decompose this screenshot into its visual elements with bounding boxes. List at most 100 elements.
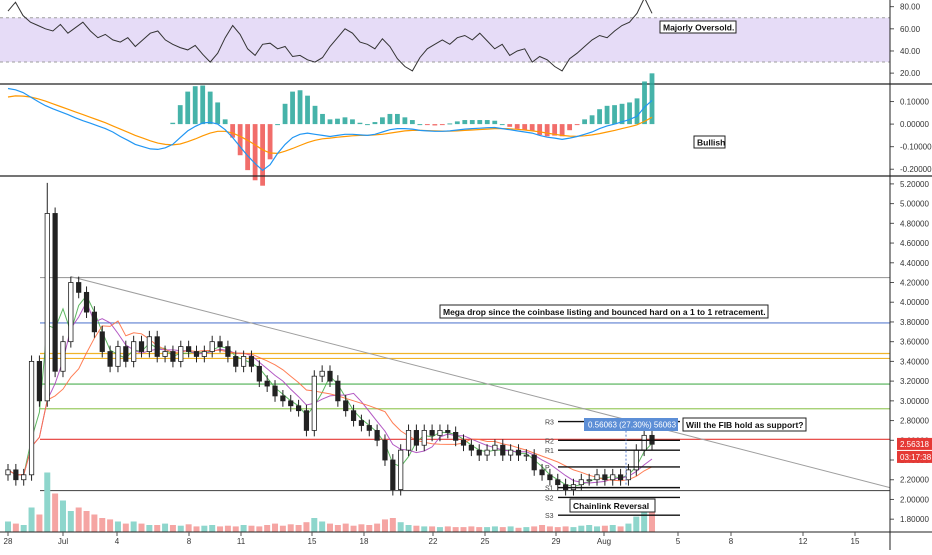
candle-body (5, 469, 11, 476)
x-tick-label: 18 (360, 537, 369, 546)
x-tick-label: 15 (851, 537, 860, 546)
volume-bar (429, 526, 436, 532)
candle-body (83, 291, 90, 313)
volume-bar (201, 525, 208, 532)
macd-hist-bar (439, 124, 445, 126)
candle-body (508, 449, 514, 456)
volume-bar (539, 525, 546, 532)
macd-hist-bar (200, 85, 206, 125)
volume-bar (562, 526, 569, 532)
candle-body (586, 479, 592, 482)
volume-bar (601, 525, 608, 532)
volume-bar (44, 472, 51, 532)
macd-ytick-label: -0.20000 (900, 165, 932, 174)
annotation-mega-drop: Mega drop since the coinbase listing and… (443, 307, 766, 317)
candle-body (146, 336, 152, 352)
macd-hist-bar (342, 117, 348, 125)
macd-hist-bar (290, 91, 295, 125)
macd-hist-bar (604, 105, 610, 125)
macd-hist-bar (492, 120, 498, 125)
volume-bar (397, 522, 404, 532)
volume-bar (5, 521, 11, 532)
volume-bar (177, 525, 184, 532)
macd-hist-bar (305, 95, 310, 125)
volume-bar (484, 527, 491, 532)
candle-body (233, 356, 239, 367)
volume-bar (413, 525, 420, 532)
macd-hist-bar (477, 120, 483, 125)
candle-body (468, 444, 474, 451)
macd-hist-bar (215, 102, 221, 125)
price-ytick-label: 2.00000 (900, 495, 929, 504)
macd-hist-bar (484, 120, 490, 125)
macd-hist-bar (454, 121, 460, 125)
rsi-band (0, 17, 890, 63)
candle-body (44, 213, 50, 402)
candle-body (288, 400, 294, 407)
volume-bar (594, 526, 601, 532)
candle-body (264, 380, 270, 387)
volume-bar (491, 526, 498, 532)
candle-body (303, 410, 310, 431)
volume-bar (319, 521, 326, 532)
macd-hist-bar (634, 98, 640, 125)
rsi-ytick-label: 20.00 (900, 69, 921, 78)
measure-label-box (584, 418, 678, 431)
volume-bar (122, 523, 129, 532)
x-tick-label: 5 (676, 537, 681, 546)
volume-bar (444, 526, 451, 532)
macd-hist-bar (282, 103, 288, 125)
candle-body (555, 479, 561, 486)
macd-hist-bar (552, 124, 558, 136)
volume-bar (248, 525, 255, 532)
macd-hist-bar (297, 90, 303, 125)
macd-hist-bar (582, 119, 588, 125)
volume-bar (185, 524, 192, 532)
macd-signal-line (7, 95, 653, 155)
volume-bar (209, 525, 216, 532)
ma-slow-line (7, 320, 653, 482)
candle-body (13, 469, 19, 481)
volume-bar (436, 527, 443, 532)
macd-hist-bar (514, 124, 520, 129)
macd-hist-bar (417, 124, 423, 126)
candle-body (445, 430, 451, 433)
volume-bar (67, 511, 74, 532)
volume-bar (452, 527, 459, 532)
candle-body (476, 449, 482, 456)
macd-hist-bar (365, 124, 370, 126)
macd-hist-bar (447, 123, 453, 125)
volume-bar (633, 516, 640, 532)
candle-body (241, 356, 247, 367)
volume-bar (468, 526, 475, 532)
pivot-label: S2 (545, 495, 554, 502)
x-tick-label: 29 (552, 537, 561, 546)
volume-bar (578, 525, 585, 532)
price-ytick-label: 2.80000 (900, 417, 929, 426)
pivot-label: P (545, 465, 550, 472)
macd-hist-bar (529, 124, 535, 131)
candle-body (68, 282, 74, 343)
macd-hist-bar (327, 119, 333, 125)
candle-body (405, 430, 412, 451)
candle-body (398, 449, 404, 490)
candle-body (295, 405, 302, 412)
x-tick-label: 28 (4, 537, 13, 546)
price-ytick-label: 3.80000 (900, 318, 929, 327)
candle-body (193, 351, 200, 357)
volume-bar (99, 518, 106, 532)
candle-body (523, 454, 529, 457)
volume-bar (28, 507, 35, 532)
candle-body (311, 375, 317, 431)
pivot-label: S1 (545, 486, 554, 493)
macd-hist-bar (222, 119, 228, 125)
macd-hist-bar (619, 103, 625, 125)
price-ytick-label: 4.40000 (900, 259, 929, 268)
macd-hist-bar (357, 122, 363, 125)
volume-bar (389, 518, 396, 532)
volume-bar (224, 525, 231, 532)
candle-body (350, 410, 357, 421)
volume-bar (240, 525, 247, 532)
macd-hist-bar (567, 124, 573, 131)
candle-body (547, 474, 553, 481)
